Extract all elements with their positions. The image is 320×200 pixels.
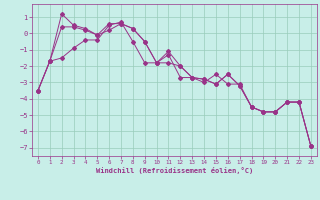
X-axis label: Windchill (Refroidissement éolien,°C): Windchill (Refroidissement éolien,°C) bbox=[96, 167, 253, 174]
